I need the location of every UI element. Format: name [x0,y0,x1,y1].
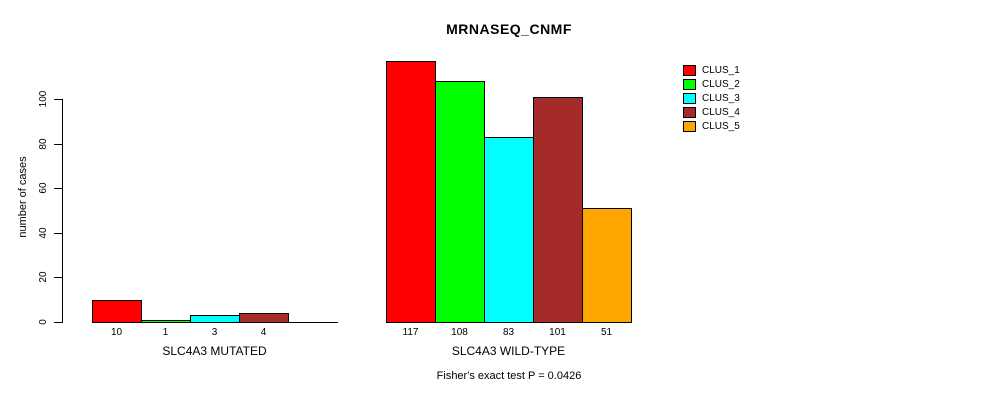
legend-row: CLUS_3 [683,91,740,105]
y-tick-mark [54,188,62,189]
y-tick-label: 100 [38,90,49,108]
bar-clus_2 [141,320,191,323]
fisher-test-annotation: Fisher's exact test P = 0.0426 [436,370,582,382]
bar-value-label: 10 [110,327,123,338]
y-tick-label: 0 [38,319,49,325]
bar-value-label: 51 [600,327,613,338]
y-tick-mark [54,144,62,145]
bar-clus_5-zero [288,322,338,323]
legend-label: CLUS_1 [702,64,740,76]
legend-swatch-clus_4 [683,106,696,118]
bar-value-label: 3 [211,327,218,338]
y-axis-label: number of cases [17,156,29,238]
legend-row: CLUS_4 [683,105,740,119]
legend-label: CLUS_2 [702,78,740,90]
legend: CLUS_1 CLUS_2 CLUS_3 CLUS_4 CLUS_5 [683,63,740,133]
bar-value-label: 101 [549,327,566,338]
x-group-label: SLC4A3 WILD-TYPE [451,344,566,358]
y-tick-mark [54,277,62,278]
y-tick-label: 20 [38,271,49,283]
legend-row: CLUS_2 [683,77,740,91]
bar-clus_2 [435,81,485,323]
bar-value-label: 1 [162,327,169,338]
bar-clus_4 [239,313,289,323]
bar-clus_1 [386,61,436,323]
bar-clus_3 [484,137,534,323]
legend-label: CLUS_5 [702,120,740,132]
legend-swatch-clus_1 [683,64,696,76]
legend-row: CLUS_1 [683,63,740,77]
bar-value-label: 83 [502,327,515,338]
y-tick-mark [54,322,62,323]
y-axis-line [62,99,63,323]
x-group-label: SLC4A3 MUTATED [162,344,267,358]
bar-clus_5 [582,208,632,323]
legend-label: CLUS_3 [702,92,740,104]
y-tick-mark [54,99,62,100]
bar-value-label: 108 [451,327,468,338]
legend-swatch-clus_3 [683,92,696,104]
bar-value-label: 117 [402,327,419,338]
bar-clus_1 [92,300,142,323]
y-tick-mark [54,233,62,234]
legend-swatch-clus_2 [683,78,696,90]
y-tick-label: 60 [38,182,49,194]
legend-row: CLUS_5 [683,119,740,133]
legend-label: CLUS_4 [702,106,740,118]
chart-title: MRNASEQ_CNMF [446,21,572,37]
bar-clus_4 [533,97,583,323]
legend-swatch-clus_5 [683,120,696,132]
bar-value-label: 4 [260,327,267,338]
y-tick-label: 80 [38,138,49,150]
bar-clus_3 [190,315,240,323]
y-tick-label: 40 [38,227,49,239]
